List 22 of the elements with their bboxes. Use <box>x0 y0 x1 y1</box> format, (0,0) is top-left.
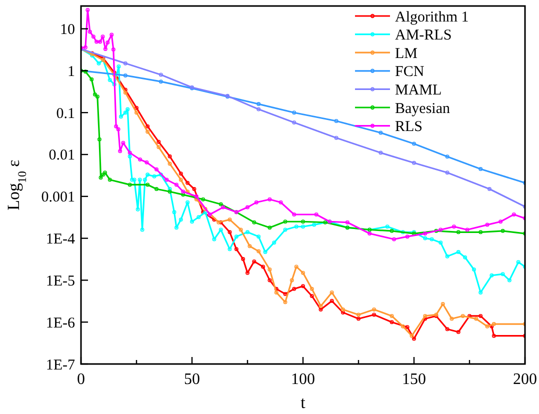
x-tick-label: 100 <box>291 371 315 388</box>
legend-label: LM <box>395 46 418 62</box>
legend-label: AM-RLS <box>395 28 452 44</box>
x-axis-title: t <box>300 393 306 412</box>
y-tick-label: 1 <box>68 64 75 80</box>
y-tick-label: 10 <box>60 22 75 38</box>
x-tick-label: 150 <box>402 371 426 388</box>
y-tick-label: 1E-6 <box>46 315 76 332</box>
legend-label: Bayesian <box>395 100 450 117</box>
y-tick-label: 1E-4 <box>46 232 76 248</box>
legend-label: RLS <box>395 119 423 136</box>
legend-label: MAML <box>395 82 442 98</box>
y-tick-label: 1E-5 <box>46 273 75 290</box>
legend-label: Algorithm 1 <box>395 9 469 26</box>
y-tick-label: 0.1 <box>56 106 75 122</box>
y-tick-label: 1E-7 <box>46 357 76 374</box>
y-tick-label: 0.01 <box>48 148 75 164</box>
x-tick-label: 200 <box>513 371 537 388</box>
legend-label: FCN <box>395 64 424 80</box>
x-tick-label: 0 <box>77 371 85 388</box>
y-tick-label: 0.001 <box>41 190 75 206</box>
x-tick-label: 50 <box>184 371 200 388</box>
